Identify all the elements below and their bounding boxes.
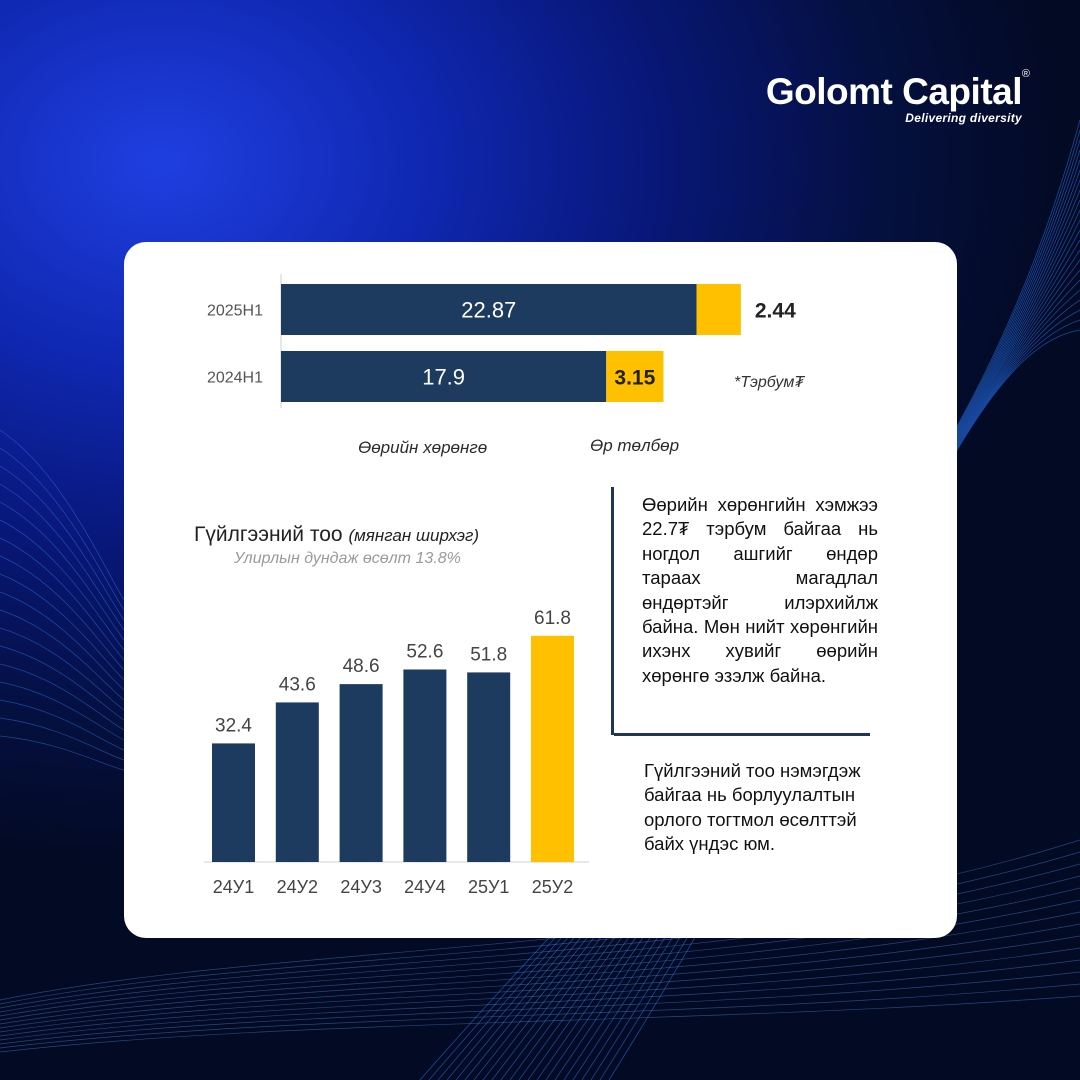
value-label-equity-2024H1: 17.9 <box>422 365 465 390</box>
wave-line <box>0 911 1080 1025</box>
transactions-chart-subtitle: Улирлын дундаж өсөлт 13.8% <box>234 550 461 567</box>
unit-note: *Тэрбум₮ <box>734 374 805 391</box>
brand-logo: Golomt Capital ® Delivering diversity <box>765 68 1030 125</box>
wave-line <box>0 465 125 621</box>
wave-line <box>0 591 125 691</box>
wave-line <box>0 947 1080 1037</box>
chart-title-unit: (мянган ширхэг) <box>348 526 480 545</box>
value-label-liabilities-2024H1: 3.15 <box>614 367 655 390</box>
wave-line <box>0 501 125 641</box>
transactions-chart: 32.4 24У1 43.6 24У2 48.6 24У3 52.6 24У4 51.8 25У1… <box>204 608 589 897</box>
wave-line <box>0 717 125 761</box>
wave-line <box>0 519 125 651</box>
bar-equity-2024H1 <box>281 351 607 402</box>
wave-line <box>0 663 125 731</box>
transactions-chart-title: Гүйлгээний тоо (мянган ширхэг) <box>194 523 479 547</box>
wave-line <box>0 959 1080 1041</box>
legend-equity: Өөрийн хөрөнгө <box>358 438 488 457</box>
transactions-commentary: Гүйлгээний тоо нэмэгдэж байгаа нь борлуу… <box>644 760 861 855</box>
bar-24У3 <box>339 684 383 862</box>
x-tick-label-24У4: 24У4 <box>404 877 445 897</box>
wave-line <box>0 681 125 741</box>
assets-commentary: Өөрийн хөрөнгийн хэмжээ 22.7₮ тэрбум бай… <box>642 494 878 686</box>
content-card: 2025H1 22.87 2.44 2024H1 17.9 3.15 Өөрийн хөр… <box>124 242 957 938</box>
wave-line <box>0 555 125 671</box>
category-label-2024H1: 2024H1 <box>207 370 263 387</box>
category-label-2025H1: 2025H1 <box>207 303 263 320</box>
x-tick-label-24У3: 24У3 <box>340 877 381 897</box>
wave-line <box>0 483 125 631</box>
wave-line <box>0 537 125 661</box>
bar-equity-2025H1 <box>281 284 697 335</box>
value-label-25У1: 51.8 <box>470 644 507 665</box>
wave-line <box>0 923 1080 1029</box>
x-tick-label-24У1: 24У1 <box>213 877 254 897</box>
wave-line <box>0 935 1080 1033</box>
wave-line <box>0 447 125 611</box>
registered-mark: ® <box>1021 68 1030 80</box>
value-label-liabilities-2025H1: 2.44 <box>755 300 796 323</box>
x-tick-label-24У2: 24У2 <box>277 877 318 897</box>
bar-25У2 <box>531 635 574 862</box>
x-tick-label-25У2: 25У2 <box>532 877 573 897</box>
divider-horizontal <box>614 733 870 736</box>
value-label-25У2: 61.8 <box>534 608 571 629</box>
value-label-24У3: 48.6 <box>343 656 380 677</box>
wave-line <box>0 609 125 701</box>
bar-liabilities-2025H1 <box>696 284 741 335</box>
bar-liabilities-2024H1 <box>606 351 664 402</box>
wave-line <box>0 645 125 721</box>
wave-line <box>0 573 125 681</box>
brand-tagline: Delivering diversity <box>905 111 1022 125</box>
brand-name: Golomt Capital <box>765 71 1023 112</box>
wave-line <box>0 735 125 771</box>
wave-line <box>0 983 1080 1049</box>
bar-24У1 <box>212 743 255 862</box>
value-label-24У2: 43.6 <box>279 674 316 695</box>
wave-line <box>0 429 125 601</box>
value-label-24У4: 52.6 <box>406 641 443 662</box>
value-label-24У1: 32.4 <box>215 715 252 736</box>
value-label-equity-2025H1: 22.87 <box>461 298 516 323</box>
divider-vertical <box>611 487 614 735</box>
wave-line <box>0 995 1080 1053</box>
bar-25У1 <box>467 672 511 862</box>
bar-24У2 <box>275 702 319 862</box>
assets-liabilities-chart: 2025H1 22.87 2.44 2024H1 17.9 3.15 <box>207 274 796 408</box>
wave-line <box>0 627 125 711</box>
chart-title-text: Гүйлгээний тоо <box>194 523 343 546</box>
x-tick-label-25У1: 25У1 <box>468 877 509 897</box>
legend-liabilities: Өр төлбөр <box>590 436 680 455</box>
wave-lines-left <box>0 429 125 771</box>
bar-24У4 <box>403 669 447 862</box>
wave-line <box>0 971 1080 1045</box>
wave-line <box>0 699 125 751</box>
